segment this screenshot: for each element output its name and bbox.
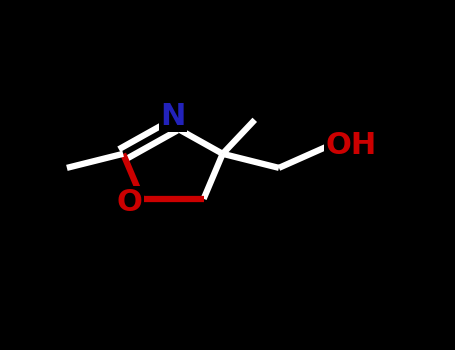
- Text: O: O: [116, 188, 142, 217]
- Text: N: N: [160, 102, 186, 131]
- Text: OH: OH: [326, 131, 377, 160]
